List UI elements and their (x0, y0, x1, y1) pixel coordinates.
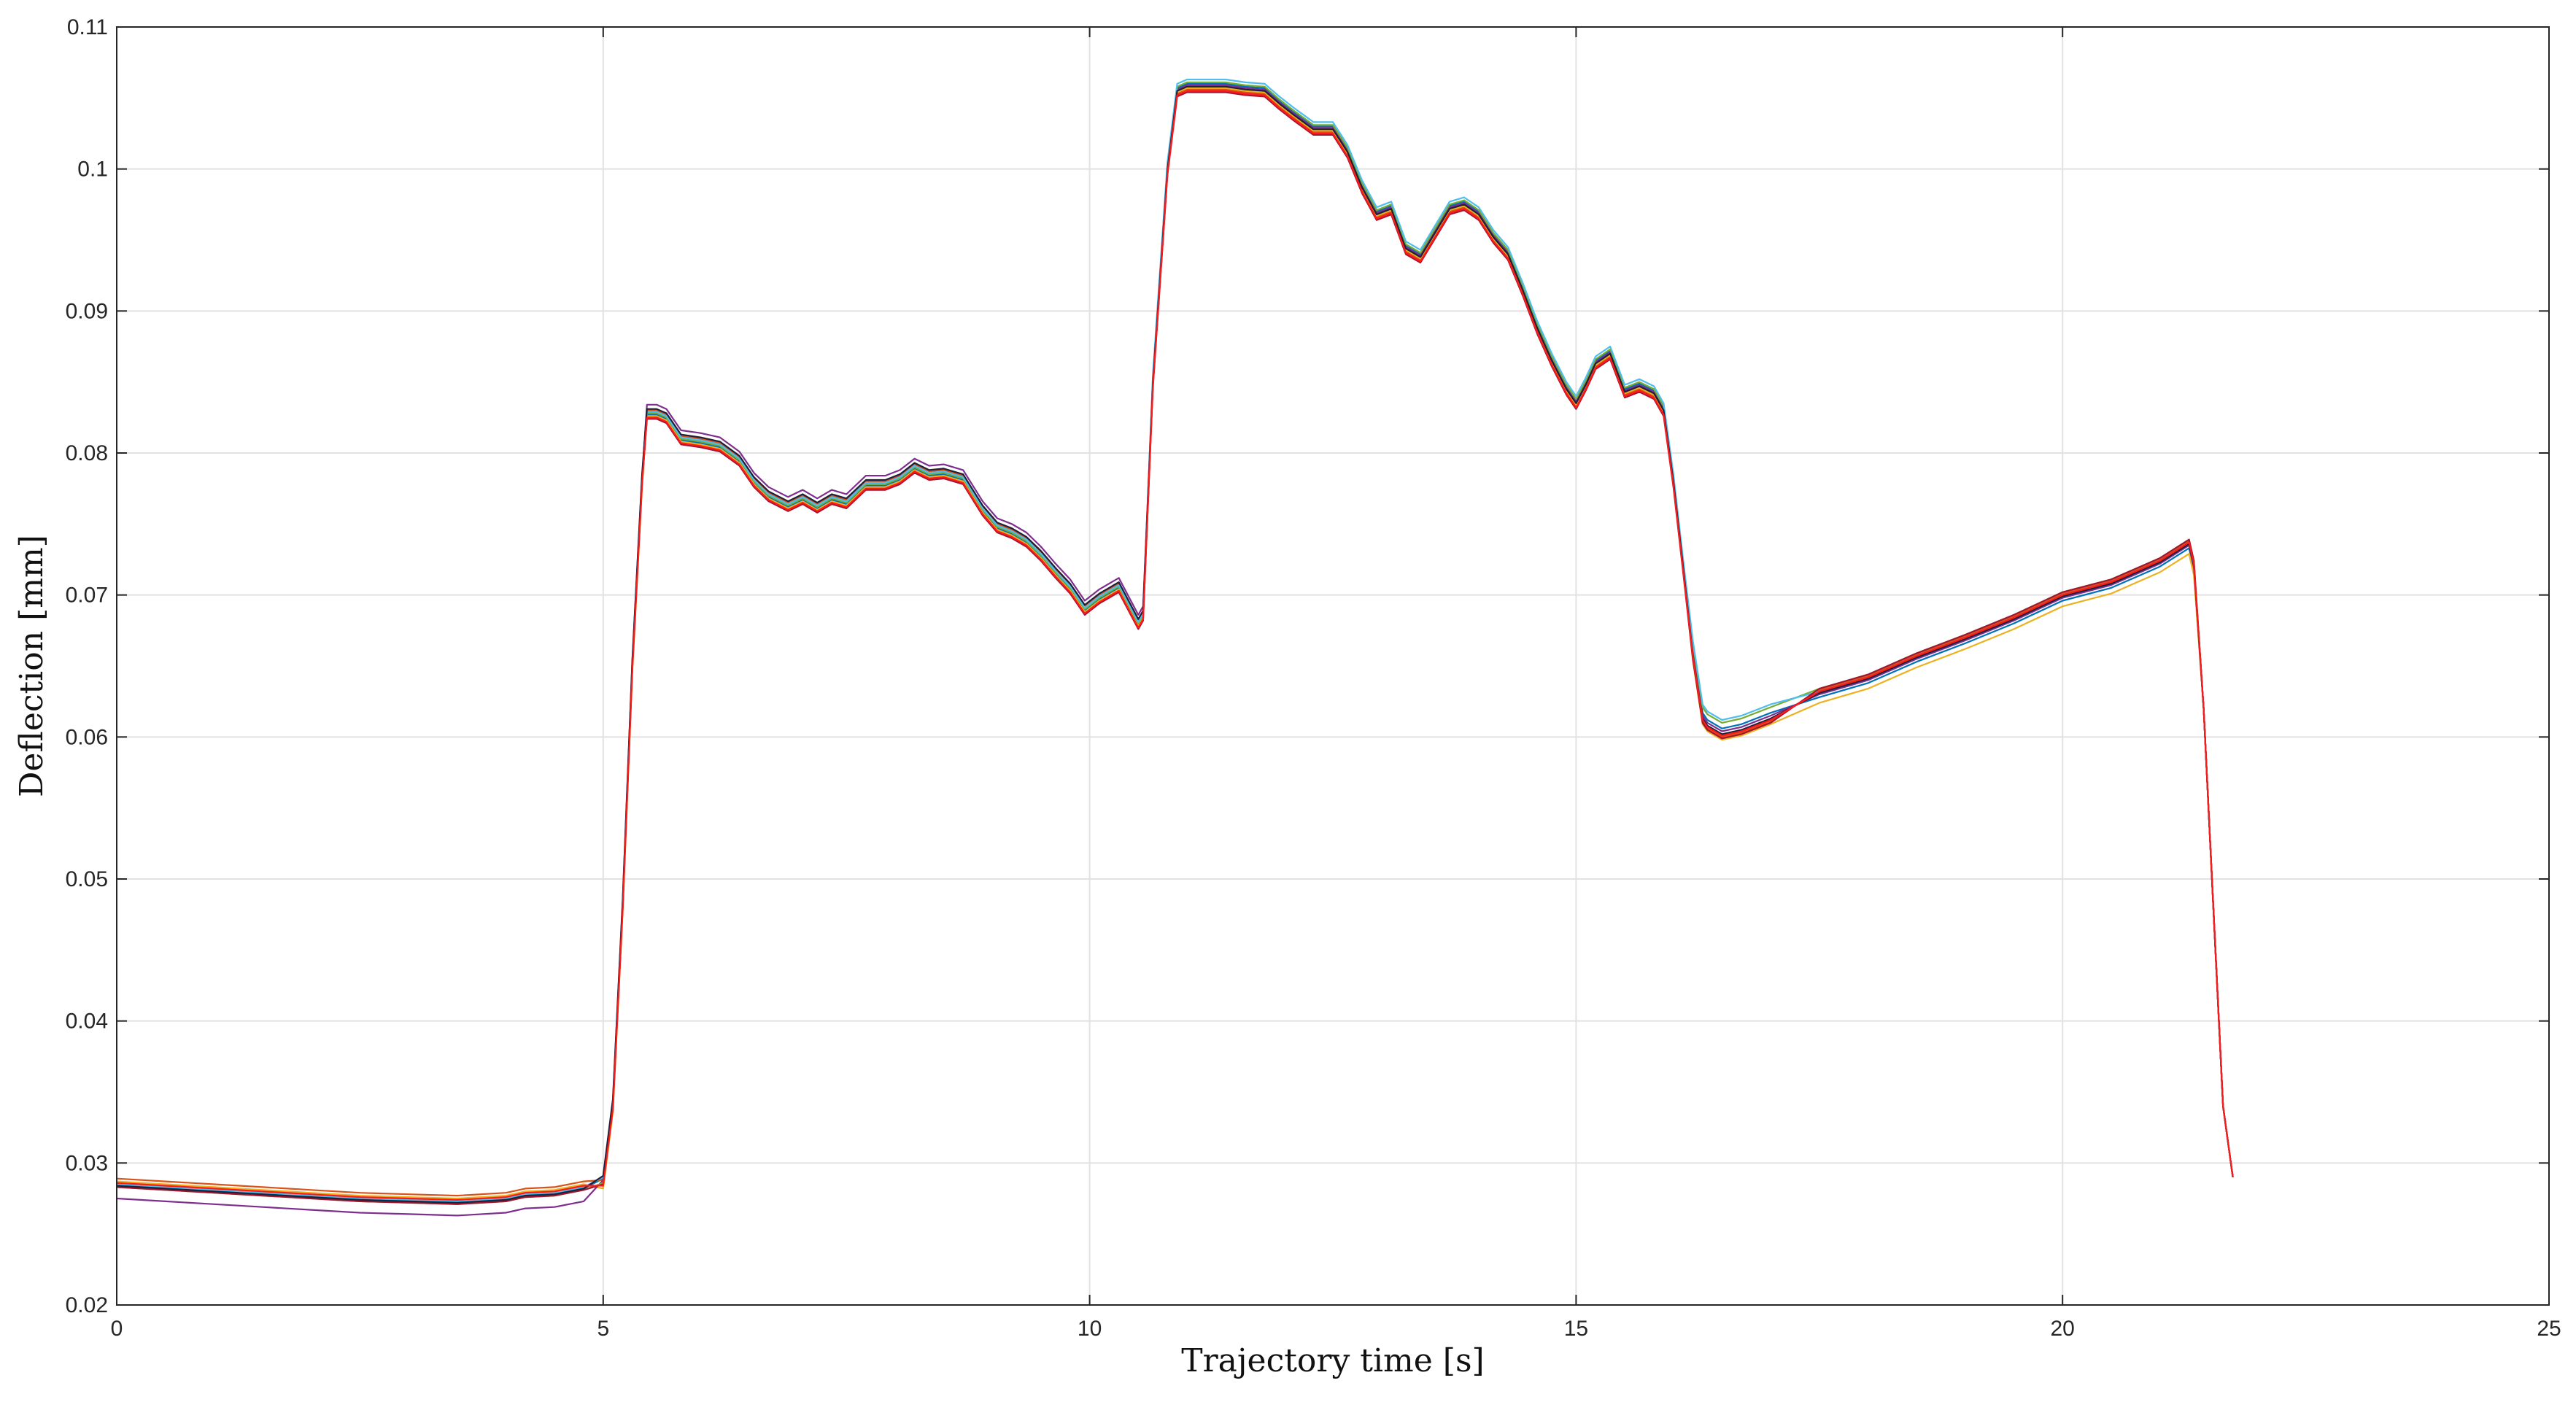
series-line-4 (116, 84, 2234, 1217)
y-tick-label: 0.11 (67, 15, 108, 39)
x-tick-label: 25 (2537, 1317, 2561, 1341)
series-line-7 (116, 91, 2234, 1205)
x-tick-label: 15 (1564, 1317, 1588, 1341)
y-tick-label: 0.02 (66, 1293, 108, 1317)
x-tick-label: 10 (1078, 1317, 1102, 1341)
series-lines (116, 78, 2234, 1217)
y-tick-label: 0.04 (66, 1010, 108, 1034)
y-tick-labels: 0.02 0.03 0.04 0.05 0.06 0.07 0.08 0.09 0.1 0.11 (66, 15, 108, 1317)
x-tick-label: 0 (111, 1317, 123, 1341)
y-axis-label: Deflection [mm] (13, 535, 50, 797)
series-line-8 (116, 85, 2234, 1204)
series-line-9 (116, 90, 2234, 1201)
axis-ticks (116, 26, 2550, 1306)
plot-frame (116, 26, 2550, 1306)
series-line-6 (116, 78, 2234, 1202)
x-tick-labels: 0 5 10 15 20 25 (111, 1317, 2561, 1341)
y-tick-label: 0.06 (66, 725, 108, 749)
y-tick-label: 0.1 (77, 158, 108, 182)
series-line-5 (116, 81, 2234, 1205)
series-line-1 (116, 82, 2234, 1204)
y-tick-label: 0.07 (66, 584, 108, 608)
y-tick-label: 0.05 (66, 867, 108, 891)
y-tick-label: 0.08 (66, 441, 108, 465)
y-tick-label: 0.09 (66, 299, 108, 323)
x-axis-label: Trajectory time [s] (1181, 1342, 1484, 1379)
x-tick-label: 20 (2051, 1317, 2075, 1341)
x-tick-label: 5 (597, 1317, 609, 1341)
y-tick-label: 0.03 (66, 1151, 108, 1175)
